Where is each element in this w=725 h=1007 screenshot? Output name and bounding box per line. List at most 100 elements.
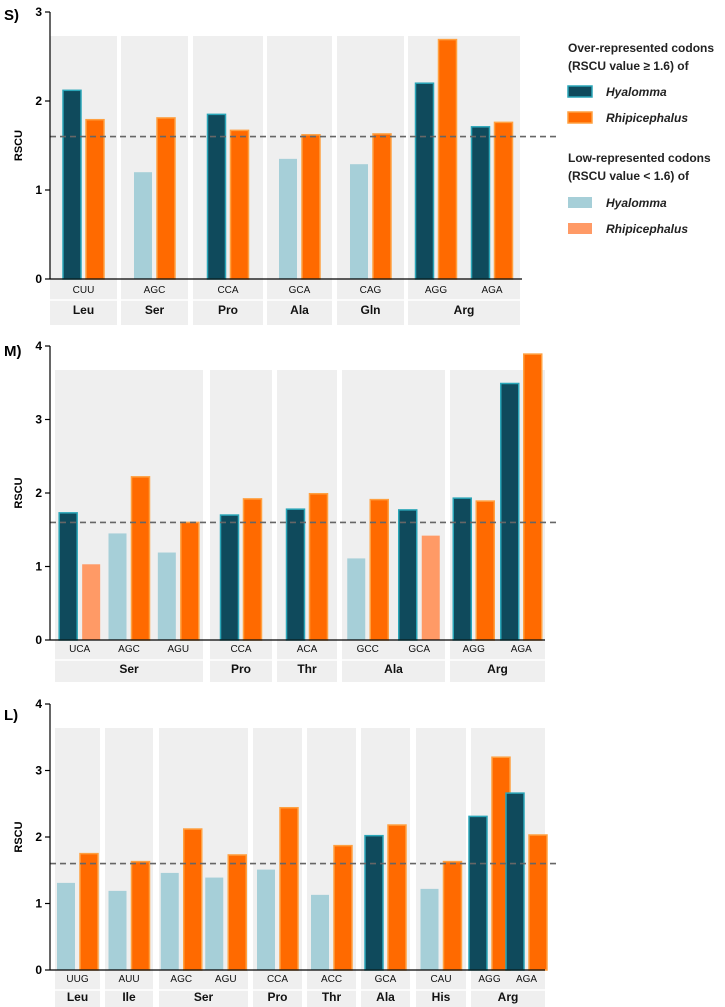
legend-over-subtitle: (RSCU value ≥ 1.6) of bbox=[568, 59, 690, 73]
bar-hyalomma-low-gcc bbox=[347, 558, 366, 640]
bar-hyalomma-over-aga bbox=[470, 126, 491, 280]
y-tick-label: 2 bbox=[35, 830, 42, 844]
codon-label: AGG bbox=[425, 285, 447, 296]
codon-label: AGC bbox=[144, 285, 166, 296]
legend-low-subtitle: (RSCU value < 1.6) of bbox=[568, 169, 690, 183]
bar-hyalomma-low-agu bbox=[205, 877, 224, 970]
bar-rhipicephalus-over-gca bbox=[301, 134, 321, 280]
panel-label: M) bbox=[4, 343, 22, 360]
bar-hyalomma-over-cca bbox=[219, 514, 240, 641]
bar-rhipicephalus-over-cuu bbox=[85, 118, 105, 280]
legend-swatch-hy_low bbox=[568, 197, 592, 208]
bar-rhipicephalus-over-aca bbox=[308, 492, 329, 641]
legend-swatch-rh_over bbox=[567, 111, 593, 124]
y-tick-label: 4 bbox=[35, 697, 42, 711]
amino-acid-label: Leu bbox=[73, 303, 94, 317]
codon-label: UUG bbox=[66, 974, 88, 985]
codon-label: AGA bbox=[516, 974, 537, 985]
bar-rhipicephalus-over-uug bbox=[79, 852, 99, 971]
bar-rhipicephalus-over-gcc bbox=[369, 498, 389, 641]
bar-rhipicephalus-over-aga bbox=[493, 121, 514, 280]
legend-swatch-rh_low bbox=[568, 223, 592, 234]
codon-label: AGA bbox=[481, 285, 502, 296]
legend-label-hy_low: Hyalomma bbox=[606, 196, 667, 210]
codon-label: UCA bbox=[69, 644, 90, 655]
amino-acid-label: Ala bbox=[376, 990, 395, 1004]
bar-hyalomma-over-aga bbox=[500, 382, 520, 641]
codon-label: AGC bbox=[170, 974, 192, 985]
bar-hyalomma-low-auu bbox=[108, 890, 127, 970]
y-axis-label: RSCU bbox=[13, 130, 25, 161]
bar-hyalomma-over-cca bbox=[206, 113, 227, 280]
group-background bbox=[193, 36, 263, 325]
bar-hyalomma-low-cca bbox=[257, 869, 275, 970]
y-tick-label: 3 bbox=[35, 764, 42, 778]
legend-label-rh_over: Rhipicephalus bbox=[606, 111, 688, 125]
bar-hyalomma-low-gca bbox=[279, 158, 297, 279]
y-axis-label: RSCU bbox=[13, 821, 25, 852]
codon-label: GCA bbox=[375, 974, 397, 985]
bar-hyalomma-low-agu bbox=[157, 552, 176, 640]
bar-rhipicephalus-over-agu bbox=[180, 521, 200, 641]
bar-hyalomma-low-agc bbox=[134, 172, 152, 279]
y-tick-label: 4 bbox=[35, 339, 42, 353]
bar-rhipicephalus-over-agu bbox=[227, 854, 247, 971]
legend-label-rh_low: Rhipicephalus bbox=[606, 222, 688, 236]
codon-label: ACA bbox=[297, 644, 318, 655]
codon-label: GCA bbox=[408, 644, 430, 655]
amino-acid-label: Arg bbox=[498, 990, 519, 1004]
amino-acid-label: Thr bbox=[322, 990, 342, 1004]
amino-acid-label: Ala bbox=[290, 303, 309, 317]
group-background bbox=[267, 36, 332, 325]
y-tick-label: 1 bbox=[35, 183, 42, 197]
bar-hyalomma-over-agg bbox=[452, 497, 472, 641]
bar-rhipicephalus-over-gca bbox=[387, 824, 407, 971]
amino-acid-label: Leu bbox=[67, 990, 88, 1004]
bar-rhipicephalus-over-aga bbox=[528, 834, 548, 971]
codon-label: CCA bbox=[230, 644, 251, 655]
amino-acid-label: Ser bbox=[194, 990, 214, 1004]
amino-acid-label: Pro bbox=[267, 990, 287, 1004]
codon-label: AGU bbox=[215, 974, 237, 985]
bar-rhipicephalus-over-aga bbox=[523, 353, 543, 641]
chart-panel-s: CUU Leu AGC Ser CCA Pro GCA Ala CAG Gln AGG AGA Arg 0… bbox=[4, 5, 557, 325]
amino-acid-label: His bbox=[432, 990, 451, 1004]
y-tick-label: 0 bbox=[35, 272, 42, 286]
bar-rhipicephalus-low-uca bbox=[82, 564, 101, 640]
bar-hyalomma-over-aca bbox=[285, 508, 306, 641]
group-background bbox=[50, 36, 117, 325]
codon-label: AUU bbox=[118, 974, 139, 985]
y-tick-label: 3 bbox=[35, 5, 42, 19]
amino-acid-label: Gln bbox=[361, 303, 381, 317]
bar-hyalomma-over-aga bbox=[505, 792, 525, 971]
group-background bbox=[337, 36, 404, 325]
bar-hyalomma-over-agg bbox=[414, 82, 435, 280]
bar-rhipicephalus-over-agc bbox=[156, 117, 176, 280]
bar-hyalomma-over-uca bbox=[58, 512, 78, 641]
amino-acid-label: Ile bbox=[122, 990, 136, 1004]
legend-label-hy_over: Hyalomma bbox=[606, 85, 667, 99]
bar-hyalomma-over-gca bbox=[364, 834, 384, 971]
legend: Over-represented codons (RSCU value ≥ 1.6… bbox=[567, 41, 714, 236]
bar-hyalomma-over-agg bbox=[468, 815, 488, 971]
amino-acid-label: Ser bbox=[119, 662, 139, 676]
codon-label: GCA bbox=[289, 285, 311, 296]
bar-rhipicephalus-over-auu bbox=[130, 860, 151, 971]
y-axis-label: RSCU bbox=[13, 477, 25, 508]
amino-acid-label: Thr bbox=[297, 662, 317, 676]
codon-label: GCC bbox=[357, 644, 379, 655]
bar-rhipicephalus-over-cag bbox=[372, 133, 392, 280]
amino-acid-label: Arg bbox=[454, 303, 475, 317]
codon-label: CCA bbox=[217, 285, 238, 296]
bar-hyalomma-low-cau bbox=[420, 888, 439, 970]
bar-rhipicephalus-over-agc bbox=[130, 476, 151, 641]
codon-label: CUU bbox=[73, 285, 95, 296]
codon-label: CAU bbox=[430, 974, 451, 985]
bar-rhipicephalus-over-agc bbox=[183, 828, 203, 971]
codon-label: AGC bbox=[118, 644, 140, 655]
bar-hyalomma-low-acc bbox=[311, 894, 329, 970]
amino-acid-label: Ala bbox=[384, 662, 403, 676]
y-tick-label: 2 bbox=[35, 94, 42, 108]
bar-rhipicephalus-over-cca bbox=[229, 129, 250, 280]
